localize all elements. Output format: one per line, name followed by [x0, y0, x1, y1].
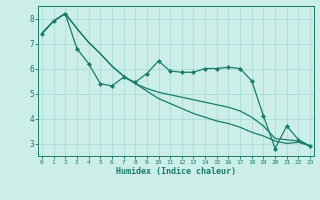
X-axis label: Humidex (Indice chaleur): Humidex (Indice chaleur) — [116, 167, 236, 176]
